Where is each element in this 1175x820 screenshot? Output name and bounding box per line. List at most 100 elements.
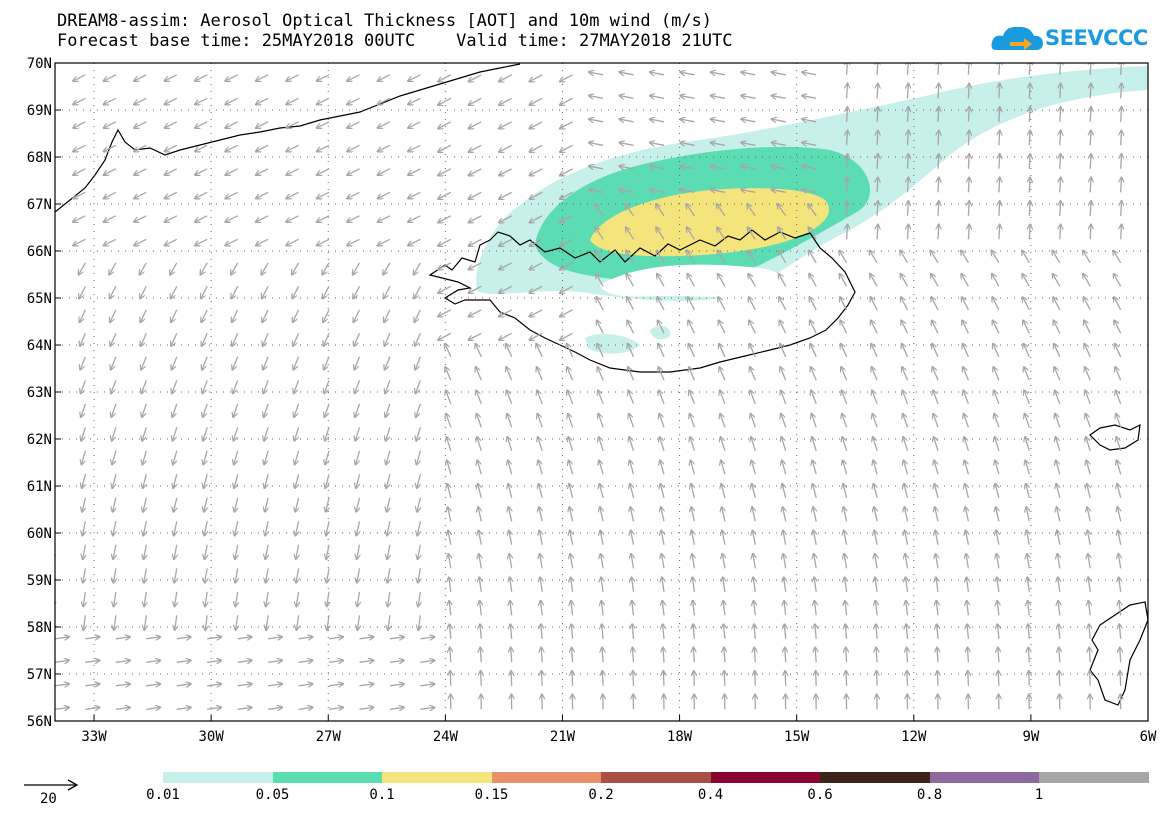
wind-vector [810,344,817,358]
wind-vector [539,507,542,522]
wind-vector [965,507,968,522]
wind-vector [808,204,817,217]
wind-vector [438,262,452,270]
wind-vector [844,507,847,522]
wind-vector [1087,507,1090,522]
wind-vector [934,437,939,451]
wind-vector [680,96,695,99]
wind-vector [511,648,512,663]
wind-vector [510,624,511,639]
wind-vector [906,624,907,639]
wind-vector [263,333,269,346]
wind-vector [295,474,300,488]
wind-vector [903,414,909,428]
wind-vector [659,414,665,428]
wind-vector [265,544,268,559]
wind-vector [938,154,939,169]
wind-vector [448,531,451,545]
wind-vector [141,356,147,370]
wind-vector [627,321,635,334]
lon-label: 9W [1022,729,1039,745]
wind-vector [509,531,512,545]
wind-vector [633,648,634,663]
wind-vector [876,648,877,663]
wind-vector [877,178,878,193]
wind-vector [816,671,817,686]
wind-vector [719,367,726,381]
wind-vector [1085,391,1091,405]
wind-vector [711,143,726,146]
wind-vector [83,568,86,582]
wind-vector [656,204,665,217]
wind-vector [1060,63,1061,75]
wind-vector [560,215,573,223]
wind-vector [540,554,543,569]
colorbar-label: 0.1 [369,787,395,803]
wind-vector [633,671,634,686]
wind-vector [408,168,421,175]
wind-vector [295,450,300,465]
wind-vector [779,274,787,287]
wind-vector [1060,84,1061,99]
wind-vector [772,190,786,193]
wind-vector [938,131,939,146]
wind-vector [328,684,343,686]
wind-vector [1090,84,1091,99]
wind-vector [55,168,56,170]
wind-vector [256,191,269,198]
wind-vector [908,178,909,193]
wind-vector [908,225,909,240]
wind-vector [499,309,513,317]
axis-ticks [55,62,1149,722]
wind-vector [469,144,482,152]
wind-vector [73,238,86,245]
wind-vector [724,648,725,663]
wind-vector [347,168,360,175]
wind-vector [680,143,695,146]
wind-vector [359,660,374,662]
wind-vector [748,227,756,240]
wind-vector [1116,437,1122,451]
wind-vector [237,707,252,709]
wind-vector [560,285,573,293]
wind-vector [931,297,939,311]
wind-vector [469,191,482,199]
wind-vector [650,166,665,169]
wind-vector [1118,531,1121,545]
wind-vector [690,437,696,451]
wind-vector [810,297,817,311]
wind-vector [846,671,847,686]
wind-vector [104,238,117,245]
wind-vector [813,531,816,545]
wind-vector [689,391,696,405]
wind-vector [1025,414,1030,428]
wind-vector [539,531,542,545]
wind-vector [477,461,482,475]
wind-vector [938,107,939,122]
wind-vector [780,321,787,334]
wind-vector [82,521,85,535]
aot-contour-0.1 [590,188,830,257]
wind-vector [872,414,878,428]
wind-vector [847,84,848,99]
wind-vector [627,297,635,311]
wind-vector [813,484,817,498]
wind-vector [650,143,665,146]
wind-vector [176,684,191,686]
wind-vector [658,321,665,334]
wind-vector [356,497,359,512]
wind-vector [749,344,756,358]
wind-vector [1057,531,1060,545]
wind-vector [660,437,665,451]
wind-vector [140,262,147,275]
logo-text: SEEVCCC [1045,26,1148,50]
wind-vector [142,380,147,393]
wind-vector [802,143,817,146]
wind-vector [146,684,160,686]
wind-vector [809,251,817,264]
wind-vector [632,577,634,592]
colorbar-segment [491,772,601,783]
wind-vector [356,521,359,535]
wind-vector [721,484,726,498]
wind-vector [1053,274,1061,287]
